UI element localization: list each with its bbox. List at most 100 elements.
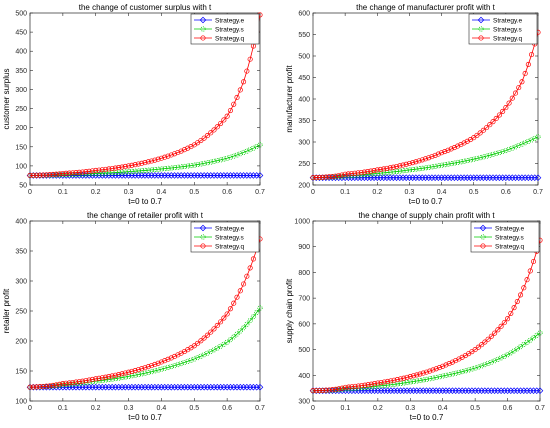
data-point bbox=[429, 154, 435, 160]
data-point bbox=[342, 171, 348, 177]
data-point bbox=[516, 85, 522, 91]
data-point bbox=[397, 168, 403, 174]
x-tick-label: 0 bbox=[28, 189, 32, 196]
chart-panel-1: 0 0.1 0.2 0.3 0.4 0.5 0.6 0.7 50 100 150 200 250 300 3… bbox=[2, 3, 265, 206]
y-tick-label: 200 bbox=[15, 125, 27, 132]
data-point bbox=[476, 174, 484, 181]
y-tick-label: 600 bbox=[298, 321, 310, 328]
data-point bbox=[438, 162, 445, 168]
data-point bbox=[402, 174, 410, 181]
data-point bbox=[488, 359, 494, 365]
data-point bbox=[122, 370, 128, 376]
data-point bbox=[221, 156, 227, 162]
data-point bbox=[444, 174, 452, 181]
data-point bbox=[386, 174, 394, 181]
data-point bbox=[310, 175, 316, 181]
data-point bbox=[247, 56, 253, 62]
data-point bbox=[404, 374, 410, 380]
y-tick-label: 100 bbox=[15, 163, 27, 170]
data-point bbox=[487, 122, 493, 128]
data-point bbox=[234, 152, 240, 158]
data-point bbox=[185, 358, 191, 365]
data-point bbox=[352, 170, 358, 176]
data-point bbox=[66, 380, 72, 386]
data-point bbox=[99, 375, 105, 381]
data-point bbox=[57, 381, 63, 387]
data-point bbox=[27, 172, 33, 178]
data-point bbox=[326, 387, 332, 393]
data-point bbox=[388, 378, 394, 384]
y-axis-label: retailer profit bbox=[2, 288, 11, 333]
data-point bbox=[132, 162, 138, 168]
data-point bbox=[155, 360, 161, 366]
data-point bbox=[106, 374, 112, 380]
legend-label: Strategy.q bbox=[215, 243, 245, 250]
data-point bbox=[413, 159, 419, 165]
x-tick-label: 0.4 bbox=[157, 405, 167, 412]
data-point bbox=[336, 386, 342, 392]
data-point bbox=[208, 130, 214, 136]
data-point bbox=[536, 387, 544, 395]
data-point bbox=[474, 155, 480, 162]
data-point bbox=[60, 381, 66, 387]
legend-label: Strategy.e bbox=[215, 225, 245, 232]
data-point bbox=[455, 159, 461, 166]
data-point bbox=[367, 174, 375, 181]
data-point bbox=[381, 382, 387, 389]
data-point bbox=[477, 155, 483, 161]
data-point bbox=[171, 165, 178, 171]
data-point bbox=[116, 372, 122, 378]
data-point bbox=[208, 329, 214, 335]
data-point bbox=[227, 154, 234, 160]
data-point bbox=[191, 162, 197, 168]
y-tick-label: 150 bbox=[15, 369, 27, 376]
data-point bbox=[378, 379, 384, 386]
data-point bbox=[125, 373, 132, 379]
data-point bbox=[384, 169, 390, 176]
data-point bbox=[155, 156, 161, 162]
data-point bbox=[221, 315, 227, 321]
data-point bbox=[139, 371, 145, 377]
x-tick-label: 0.3 bbox=[124, 405, 134, 412]
data-point bbox=[410, 373, 417, 379]
x-tick-label: 0.6 bbox=[503, 405, 513, 412]
data-point bbox=[106, 170, 112, 176]
data-point bbox=[358, 169, 364, 176]
data-point bbox=[430, 375, 436, 381]
data-point bbox=[440, 373, 446, 379]
data-point bbox=[218, 120, 224, 127]
data-point bbox=[333, 386, 339, 392]
data-point bbox=[414, 378, 420, 384]
x-tick-label: 0.7 bbox=[255, 405, 265, 412]
data-point bbox=[323, 387, 329, 393]
data-point bbox=[385, 378, 391, 385]
data-point bbox=[237, 288, 243, 294]
data-point bbox=[505, 316, 511, 322]
data-point bbox=[518, 174, 526, 181]
data-point bbox=[407, 379, 413, 385]
data-point bbox=[403, 161, 409, 167]
data-point bbox=[490, 119, 496, 125]
data-point bbox=[509, 95, 515, 101]
legend-marker bbox=[200, 234, 206, 240]
legend-label: Strategy.q bbox=[493, 35, 523, 42]
data-point bbox=[420, 377, 426, 383]
data-point bbox=[391, 377, 397, 383]
data-point bbox=[162, 365, 168, 371]
data-point bbox=[139, 168, 145, 174]
legend-marker bbox=[480, 243, 486, 249]
legend-marker bbox=[199, 16, 207, 24]
legend-label: Strategy.s bbox=[215, 234, 245, 241]
data-point bbox=[500, 108, 506, 114]
data-point bbox=[119, 371, 125, 377]
data-point bbox=[30, 172, 36, 178]
data-point bbox=[521, 174, 529, 181]
data-point bbox=[374, 170, 380, 176]
data-point bbox=[57, 171, 63, 177]
data-point bbox=[381, 170, 387, 176]
data-point bbox=[474, 132, 480, 138]
data-point bbox=[409, 174, 416, 181]
data-point bbox=[482, 362, 488, 368]
x-axis-label: t=0 to 0.7 bbox=[409, 197, 443, 206]
